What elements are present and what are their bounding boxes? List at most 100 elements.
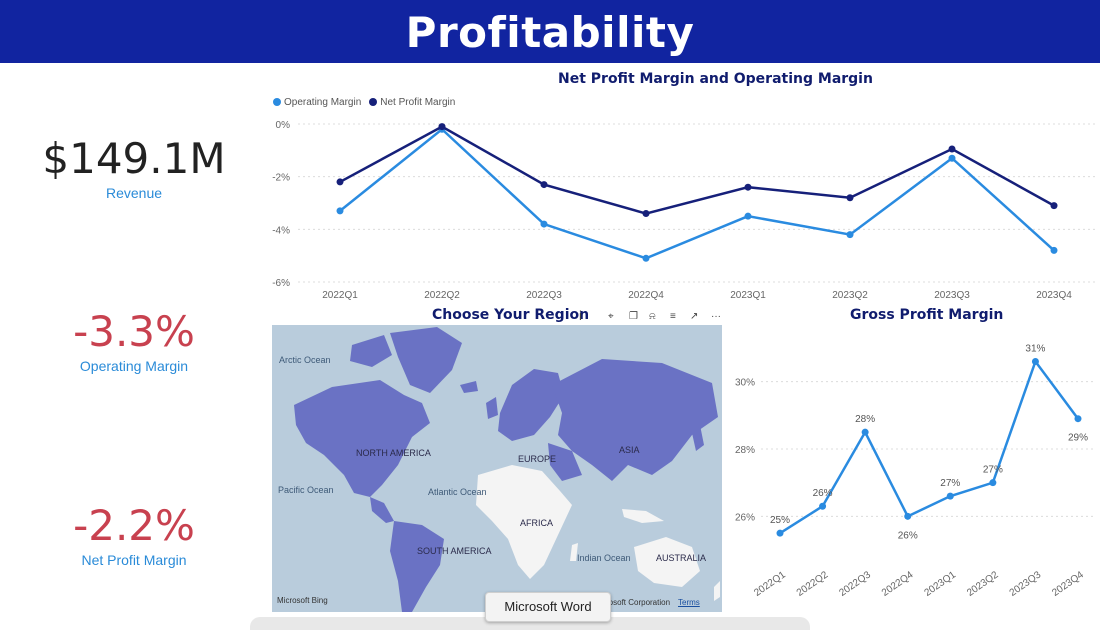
data-label: 28% [855, 414, 875, 425]
x-tick-label: 2023Q2 [832, 290, 868, 301]
focus-mode-icon[interactable]: ↗ [690, 311, 699, 322]
y-tick-label: -6% [272, 278, 290, 289]
data-point [336, 178, 344, 186]
y-tick-label: 0% [276, 120, 291, 131]
y-tick-label: 26% [735, 512, 755, 523]
australia-shape [634, 537, 700, 587]
map-label-australia: AUSTRALIA [656, 553, 707, 563]
map-label-south-america: SOUTH AMERICA [417, 546, 492, 556]
data-point [336, 207, 344, 215]
data-point [946, 492, 954, 500]
data-label: 27% [940, 478, 960, 489]
data-point [744, 183, 752, 191]
arctic-islands-shape [350, 335, 392, 367]
x-tick-label: 2022Q3 [837, 569, 873, 599]
y-tick-label: -2% [272, 173, 290, 184]
data-point [989, 479, 997, 487]
central-america-shape [370, 497, 394, 523]
data-point [1050, 202, 1058, 210]
data-point [948, 145, 956, 153]
page-title: Profitability [405, 8, 695, 57]
more-options-icon[interactable]: ··· [711, 311, 721, 322]
x-tick-label: 2023Q1 [923, 569, 959, 599]
y-tick-label: 28% [735, 445, 755, 456]
data-point [776, 529, 784, 537]
data-point [846, 231, 854, 239]
north-america-shape [294, 380, 430, 497]
data-point [861, 428, 869, 436]
taskbar-strip [250, 617, 810, 630]
data-point [540, 220, 548, 228]
info-icon[interactable]: i [579, 308, 582, 323]
x-tick-label: 2022Q2 [424, 290, 460, 301]
japan-shape [692, 425, 704, 451]
map-copyright: rosoft Corporation [606, 598, 671, 607]
legend-item-operating-margin[interactable]: Operating Margin [273, 97, 361, 108]
kpi-operating-margin[interactable]: -3.3% Operating Margin [0, 307, 268, 375]
data-point [642, 254, 650, 262]
x-tick-label: 2023Q2 [965, 569, 1001, 599]
iceland-shape [460, 381, 478, 393]
data-point [846, 194, 854, 202]
data-label: 29% [1068, 433, 1088, 444]
asia-shape [552, 359, 718, 481]
middle-east-shape [548, 443, 582, 481]
x-tick-label: 2023Q3 [1008, 569, 1044, 599]
data-point [438, 123, 446, 131]
app-tooltip: Microsoft Word [485, 592, 611, 622]
copy-icon[interactable]: ❐ [629, 311, 638, 322]
map-label-indian: Indian Ocean [577, 553, 631, 563]
kpi-net-profit-margin[interactable]: -2.2% Net Profit Margin [0, 501, 268, 569]
x-tick-label: 2022Q4 [880, 569, 916, 599]
data-label: 26% [813, 488, 833, 499]
data-point [1050, 246, 1058, 254]
data-label: 25% [770, 515, 790, 526]
filter-icon[interactable]: ≡ [670, 311, 676, 322]
kpi-revenue[interactable]: $149.1M Revenue [0, 135, 268, 202]
x-tick-label: 2022Q1 [752, 569, 788, 599]
pin-icon[interactable]: ⌖ [608, 311, 614, 322]
map-label-arctic: Arctic Ocean [279, 355, 331, 365]
gross-margin-line-chart[interactable]: 30%28%26% 25%26%28%26%27%27%31%29%2022Q1 2… [725, 328, 1095, 618]
bing-logo: Microsoft Bing [277, 596, 328, 605]
south-america-shape [390, 521, 444, 612]
kpi-net-profit-margin-value: -2.2% [73, 501, 195, 550]
bell-icon[interactable]: ⍾ [649, 311, 656, 322]
x-tick-label: 2023Q4 [1036, 290, 1072, 301]
europe-shape [498, 369, 564, 441]
map-land-shapes [294, 327, 720, 612]
data-point [948, 154, 956, 162]
series-line [779, 358, 1080, 535]
x-tick-label: 2023Q4 [1050, 569, 1086, 599]
margin-chart-legend: Operating Margin Net Profit Margin [273, 97, 455, 108]
map-terms-link[interactable]: Terms [678, 598, 700, 607]
data-point [642, 210, 650, 218]
region-map[interactable]: Arctic Ocean NORTH AMERICA Pacific Ocean… [272, 325, 722, 612]
x-tick-label: 2022Q3 [526, 290, 562, 301]
kpi-revenue-label: Revenue [105, 185, 163, 201]
legend-label: Net Profit Margin [380, 97, 456, 108]
kpi-operating-margin-value: -3.3% [73, 307, 195, 356]
x-tick-label: 2023Q1 [730, 290, 766, 301]
madagascar-shape [570, 543, 578, 561]
y-tick-label: -4% [272, 225, 290, 236]
legend-dot-icon [369, 98, 378, 107]
y-tick-label: 30% [735, 378, 755, 389]
map-label-asia: ASIA [619, 445, 640, 455]
legend-dot-icon [273, 98, 281, 107]
kpi-operating-margin-label: Operating Margin [79, 358, 189, 374]
data-point [744, 212, 752, 220]
series-line-0 [339, 127, 1055, 260]
data-point [819, 502, 827, 510]
map-label-north-america: NORTH AMERICA [356, 448, 431, 458]
margin-line-chart[interactable]: 0% -2% -4% -6% 2022Q1 2022Q2 2022Q3 2022Q4 2023Q… [268, 110, 1100, 302]
uk-shape [486, 397, 498, 419]
gross-margin-chart-title: Gross Profit Margin [850, 307, 1004, 323]
greenland-shape [390, 327, 462, 393]
map-label-atlantic: Atlantic Ocean [428, 487, 487, 497]
data-label: 31% [1025, 343, 1045, 354]
series-line-1 [339, 125, 1055, 215]
legend-label: Operating Margin [284, 97, 362, 108]
legend-item-net-profit-margin[interactable]: Net Profit Margin [369, 97, 455, 108]
map-label-pacific: Pacific Ocean [278, 485, 334, 495]
